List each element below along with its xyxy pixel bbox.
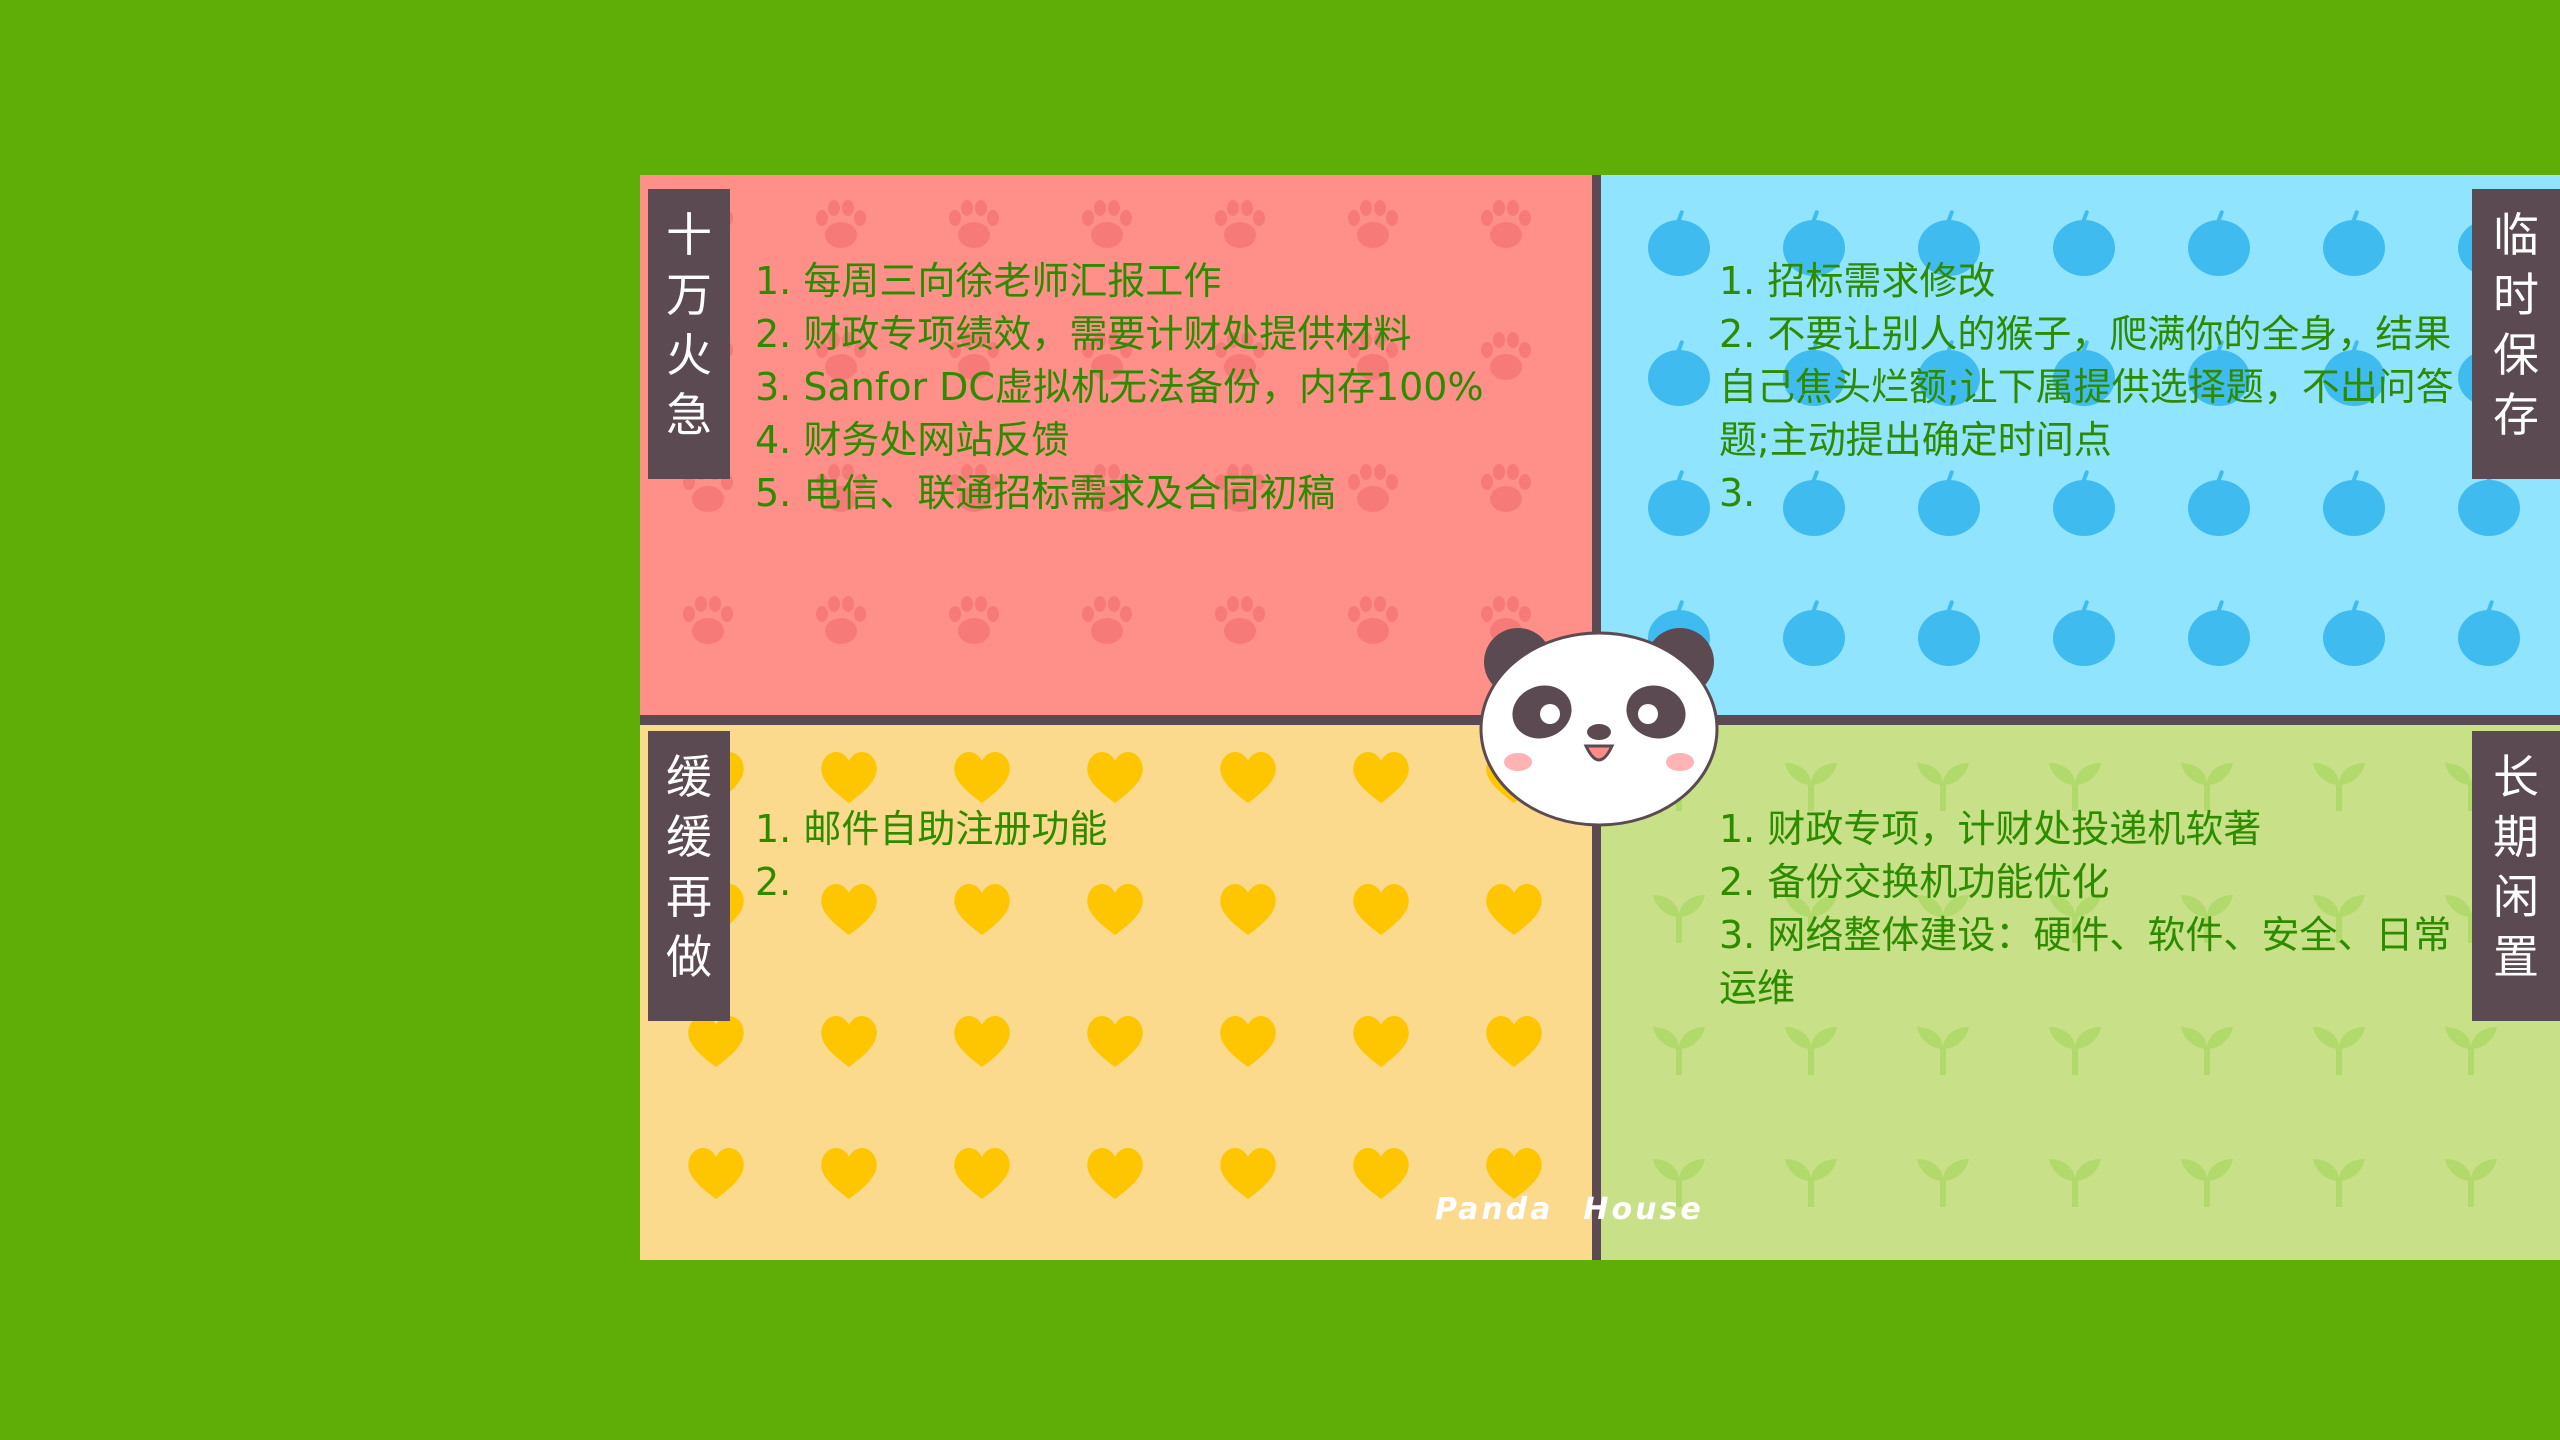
tag-urgent: 十 万 火 急 <box>648 189 730 479</box>
list-item: 2. 备份交换机功能优化 <box>1719 860 2110 904</box>
list-item: 4. 财务处网站反馈 <box>755 418 1070 462</box>
tag-long-term: 长 期 闲 置 <box>2472 731 2560 1021</box>
panda-face-icon <box>1479 628 1719 827</box>
list-item: 1. 财政专项，计财处投递机软著 <box>1719 807 2262 851</box>
list-item: 2. 不要让别人的猴子，爬满你的全身，结果自己焦头烂额;让下属提供选择题，不出问… <box>1719 312 2454 462</box>
list-item: 1. 邮件自助注册功能 <box>755 807 1108 851</box>
sprout-icon <box>1601 725 2560 1260</box>
quadrant-urgent: 十 万 火 急 1. 每周三向徐老师汇报工作 2. 财政专项绩效，需要计财处提供… <box>640 175 1592 715</box>
quadrant-long-term: 1. 财政专项，计财处投递机软著 2. 备份交换机功能优化 3. 网络整体建设：… <box>1601 725 2560 1260</box>
long-term-task-list: 1. 财政专项，计财处投递机软著 2. 备份交换机功能优化 3. 网络整体建设：… <box>1719 803 2489 1015</box>
wallpaper-board: 十 万 火 急 1. 每周三向徐老师汇报工作 2. 财政专项绩效，需要计财处提供… <box>640 175 2560 1260</box>
heart-icon <box>640 725 1592 1260</box>
list-item: 3. 网络整体建设：硬件、软件、安全、日常运维 <box>1719 913 2452 1010</box>
paw-print-icon <box>640 175 1592 715</box>
list-item: 5. 电信、联通招标需求及合同初稿 <box>755 471 1336 515</box>
list-item: 1. 招标需求修改 <box>1719 259 1996 303</box>
apple-icon <box>1601 175 2560 715</box>
temporary-task-list: 1. 招标需求修改 2. 不要让别人的猴子，爬满你的全身，结果自己焦头烂额;让下… <box>1719 255 2489 520</box>
quadrant-slow: 缓 缓 再 做 1. 邮件自助注册功能 2. <box>640 725 1592 1260</box>
urgent-task-list: 1. 每周三向徐老师汇报工作 2. 财政专项绩效，需要计财处提供材料 3. Sa… <box>755 255 1495 520</box>
tag-slow: 缓 缓 再 做 <box>648 731 730 1021</box>
list-item: 3. <box>1719 471 1756 515</box>
tag-temporary: 临 时 保 存 <box>2472 189 2560 479</box>
list-item: 1. 每周三向徐老师汇报工作 <box>755 259 1222 303</box>
quadrant-temporary: 1. 招标需求修改 2. 不要让别人的猴子，爬满你的全身，结果自己焦头烂额;让下… <box>1601 175 2560 715</box>
slow-task-list: 1. 邮件自助注册功能 2. <box>755 803 1495 909</box>
panda-house-logo: Panda House <box>1435 1192 1704 1227</box>
list-item: 3. Sanfor DC虚拟机无法备份，内存100% <box>755 365 1484 409</box>
list-item: 2. <box>755 860 792 904</box>
list-item: 2. 财政专项绩效，需要计财处提供材料 <box>755 312 1412 356</box>
